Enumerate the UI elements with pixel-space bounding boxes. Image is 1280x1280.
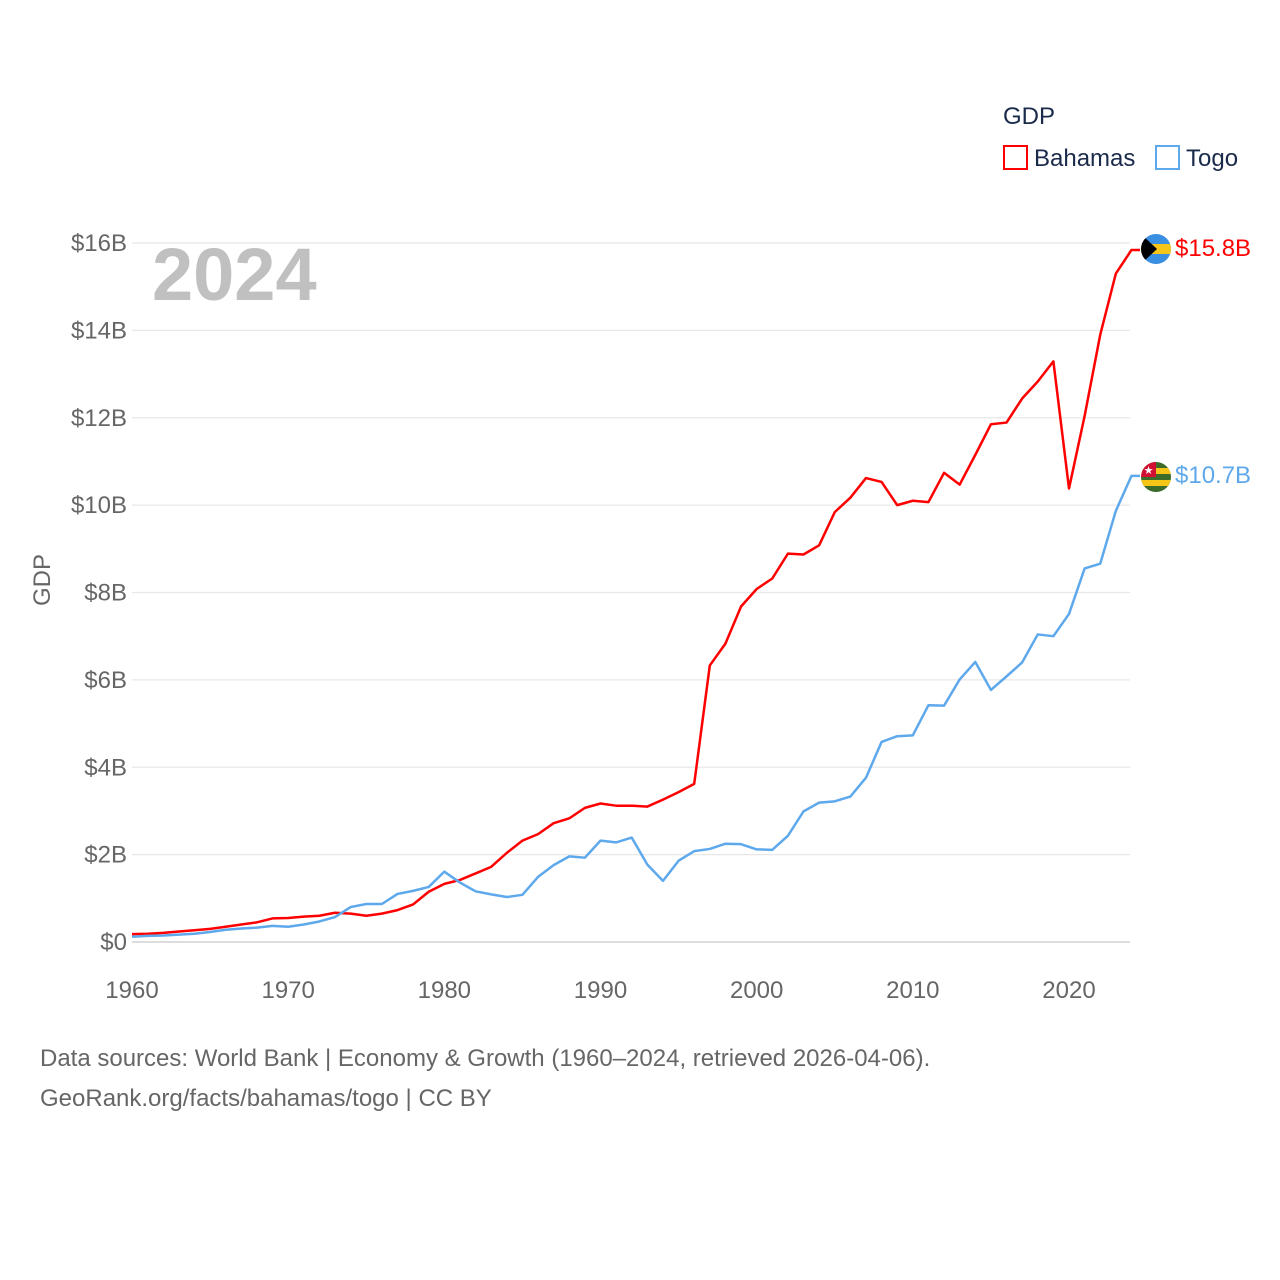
y-tick-label: $2B: [84, 842, 127, 869]
y-tick-label: $14B: [71, 317, 127, 344]
y-tick-label: $16B: [71, 230, 127, 257]
svg-text:★: ★: [1144, 465, 1154, 477]
y-tick-label: $10B: [71, 492, 127, 519]
y-tick-label: $12B: [71, 405, 127, 432]
end-label-togo: $10.7B: [1175, 462, 1251, 489]
legend-label-togo[interactable]: Togo: [1186, 145, 1238, 172]
footer-attribution[interactable]: GeoRank.org/facts/bahamas/togo | CC BY: [40, 1085, 492, 1112]
legend: GDP Bahamas Togo: [1003, 103, 1238, 172]
bahamas-flag-icon: [1141, 234, 1171, 264]
y-tick-label: $6B: [84, 667, 127, 694]
end-label-bahamas: $15.8B: [1175, 235, 1251, 262]
y-tick-label: $8B: [84, 580, 127, 607]
x-tick-label: 1970: [261, 977, 314, 1004]
legend-title: GDP: [1003, 103, 1055, 130]
legend-swatch-togo[interactable]: [1155, 145, 1180, 170]
footer-sources: Data sources: World Bank | Economy & Gro…: [40, 1045, 931, 1072]
y-tick-label: $0: [100, 929, 127, 956]
legend-label-bahamas[interactable]: Bahamas: [1034, 145, 1135, 172]
series-line-togo[interactable]: [131, 474, 1140, 939]
x-tick-label: 2020: [1042, 977, 1095, 1004]
togo-flag-icon: ★: [1141, 462, 1171, 492]
y-tick-label: $4B: [84, 754, 127, 781]
legend-swatch-bahamas[interactable]: [1003, 145, 1028, 170]
x-tick-label: 1990: [574, 977, 627, 1004]
y-axis-label: GDP: [29, 554, 56, 606]
x-tick-label: 2000: [730, 977, 783, 1004]
series-line-bahamas[interactable]: [131, 248, 1140, 936]
x-tick-label: 1960: [105, 977, 158, 1004]
x-tick-label: 2010: [886, 977, 939, 1004]
x-tick-label: 1980: [418, 977, 471, 1004]
year-label: 2024: [152, 233, 317, 316]
